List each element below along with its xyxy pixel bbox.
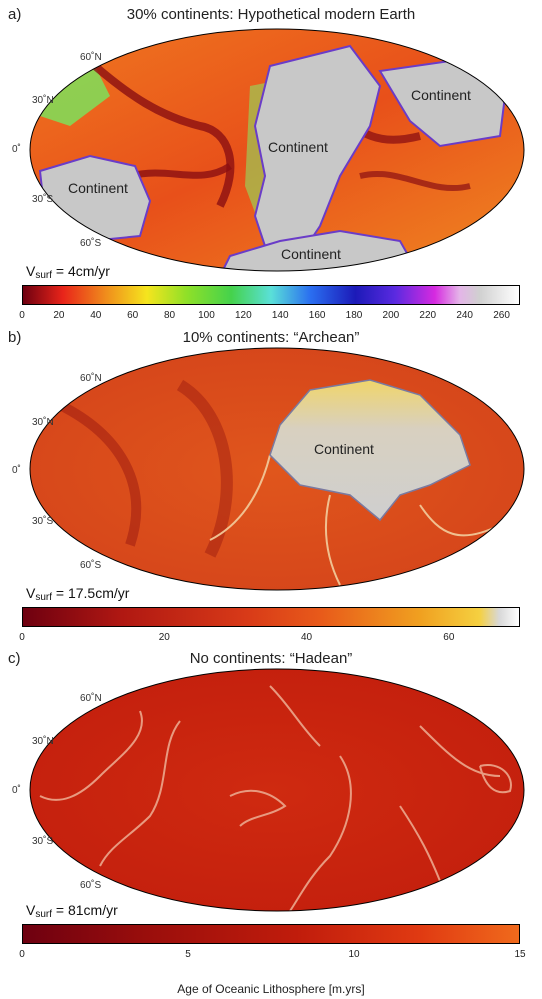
colorbar-tick-label: 260 (493, 310, 510, 321)
continent (40, 156, 150, 241)
colorbar-tick-label: 200 (383, 310, 400, 321)
colorbar (22, 285, 520, 305)
continent-label: Continent (314, 441, 374, 457)
lat-label: 30˚S (32, 194, 53, 205)
colorbar-ticks: 0 20 40 60 80 100 120 140 160 180 200 220 240 260 (0, 310, 542, 324)
continent-label: Continent (411, 87, 471, 103)
colorbar-tick-label: 40 (90, 310, 101, 321)
colorbar-tick-label: 100 (198, 310, 215, 321)
colorbar (22, 924, 520, 944)
lat-label: 0˚ (12, 785, 21, 796)
lat-label: 60˚N (80, 52, 102, 63)
colorbar-tick-label: 140 (272, 310, 289, 321)
colorbar-tick-label: 120 (235, 310, 252, 321)
lat-label: 30˚N (32, 736, 54, 747)
colorbar-tick-label: 15 (514, 949, 525, 960)
colorbar-tick-label: 80 (164, 310, 175, 321)
colorbar-tick-label: 0 (19, 310, 25, 321)
continent-label: Continent (68, 180, 128, 196)
lat-label: 30˚S (32, 516, 53, 527)
lat-label: 60˚S (80, 238, 101, 249)
colorbar-tick-label: 60 (443, 632, 454, 643)
lat-label: 60˚S (80, 880, 101, 891)
colorbar-tick-label: 0 (19, 949, 25, 960)
lat-label: 30˚N (32, 417, 54, 428)
lat-label: 0˚ (12, 144, 21, 155)
colorbar-tick-label: 240 (456, 310, 473, 321)
lat-label: 60˚N (80, 373, 102, 384)
colorbar-tick-label: 180 (346, 310, 363, 321)
panel-title: No continents: “Hadean” (0, 650, 542, 667)
panel-title: 30% continents: Hypothetical modern Eart… (0, 6, 542, 23)
colorbar-tick-label: 60 (127, 310, 138, 321)
colorbar-tick-label: 20 (53, 310, 64, 321)
colorbar-ticks: 0 5 10 15 (0, 949, 542, 963)
lat-label: 30˚N (32, 95, 54, 106)
panel-a: a) 30% continents: Hypothetical modern E… (0, 0, 542, 325)
lat-label: 60˚N (80, 693, 102, 704)
colorbar-tick-label: 5 (185, 949, 191, 960)
surface-velocity: Vsurf = 81cm/yr (26, 902, 118, 920)
colorbar-tick-label: 10 (348, 949, 359, 960)
continent-label: Continent (268, 139, 328, 155)
panel-title: 10% continents: “Archean” (0, 329, 542, 346)
panel-b: b) 10% continents: “Archean” Continent 6… (0, 325, 542, 650)
panel-c: c) No continents: “Hadean” 60˚N 30˚N 0˚ … (0, 650, 542, 985)
colorbar (22, 607, 520, 627)
colorbar-tick-label: 20 (159, 632, 170, 643)
colorbar-tick-label: 0 (19, 632, 25, 643)
lat-label: 60˚S (80, 560, 101, 571)
colorbar-tick-label: 220 (419, 310, 436, 321)
surface-velocity: Vsurf = 17.5cm/yr (26, 585, 129, 603)
colorbar-ticks: 0 20 40 60 (0, 632, 542, 646)
surface-velocity: Vsurf = 4cm/yr (26, 263, 110, 281)
colorbar-tick-label: 160 (309, 310, 326, 321)
lat-label: 0˚ (12, 465, 21, 476)
lat-label: 30˚S (32, 836, 53, 847)
continent-label: Continent (281, 246, 341, 262)
colorbar-axis-label: Age of Oceanic Lithosphere [m.yrs] (0, 982, 542, 996)
colorbar-tick-label: 40 (301, 632, 312, 643)
